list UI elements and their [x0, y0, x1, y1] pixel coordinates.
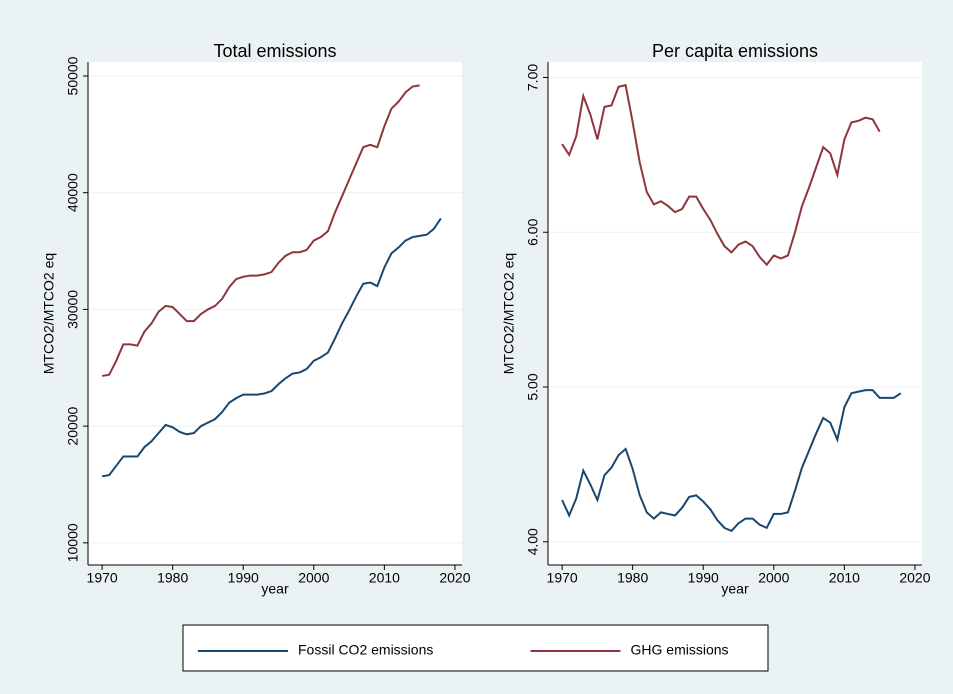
chart-title: Total emissions	[213, 41, 336, 61]
x-tick-label: 2010	[369, 570, 400, 586]
y-tick-label: 50000	[65, 56, 81, 95]
x-tick-label: 1980	[617, 570, 648, 586]
x-tick-label: 2020	[899, 570, 930, 586]
x-axis-label: year	[261, 581, 289, 597]
legend-label: GHG emissions	[631, 642, 729, 658]
x-tick-label: 2000	[758, 570, 789, 586]
x-tick-label: 2020	[439, 570, 470, 586]
y-tick-label: 30000	[65, 290, 81, 329]
chart-title: Per capita emissions	[652, 41, 818, 61]
x-tick-label: 2010	[829, 570, 860, 586]
x-tick-label: 1970	[87, 570, 118, 586]
y-tick-label: 6.00	[525, 218, 541, 245]
series-line	[101, 217, 442, 478]
x-tick-label: 1980	[157, 570, 188, 586]
legend-label: Fossil CO2 emissions	[298, 642, 433, 658]
y-tick-label: 4.00	[525, 528, 541, 555]
plot-area	[548, 62, 922, 565]
y-axis-label: MTCO2/MTCO2 eq	[501, 253, 517, 374]
plot-area	[88, 62, 462, 565]
series-line	[561, 389, 902, 533]
x-tick-label: 1990	[688, 570, 719, 586]
series-line	[101, 84, 420, 377]
y-tick-label: 7.00	[525, 64, 541, 91]
y-tick-label: 5.00	[525, 373, 541, 400]
y-tick-label: 10000	[65, 523, 81, 562]
x-axis-label: year	[721, 581, 749, 597]
series-line	[561, 84, 881, 267]
x-tick-label: 2000	[298, 570, 329, 586]
y-tick-label: 40000	[65, 173, 81, 212]
x-tick-label: 1970	[547, 570, 578, 586]
y-tick-label: 20000	[65, 406, 81, 445]
y-axis-label: MTCO2/MTCO2 eq	[41, 253, 57, 374]
legend-box	[182, 624, 769, 672]
x-tick-label: 1990	[228, 570, 259, 586]
